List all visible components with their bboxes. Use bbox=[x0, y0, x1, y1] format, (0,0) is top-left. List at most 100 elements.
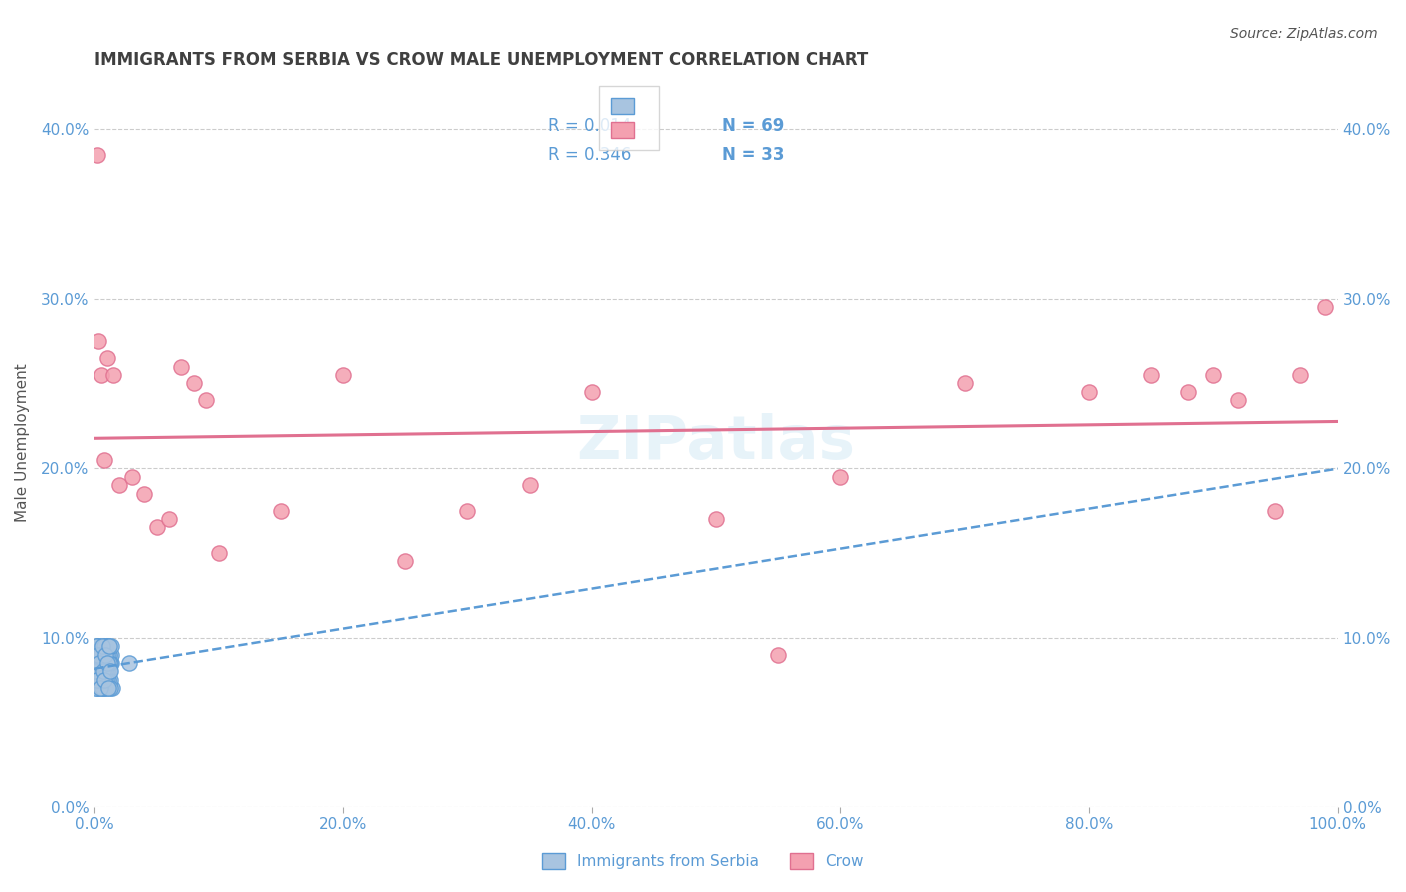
Text: Source: ZipAtlas.com: Source: ZipAtlas.com bbox=[1230, 27, 1378, 41]
Point bbox=[84, 665, 107, 679]
Point bbox=[87, 334, 110, 348]
Point bbox=[86, 673, 108, 687]
Point bbox=[86, 639, 108, 653]
Point bbox=[93, 673, 115, 687]
Point bbox=[90, 648, 112, 662]
Point bbox=[1264, 503, 1286, 517]
Point bbox=[87, 639, 110, 653]
Point bbox=[89, 665, 111, 679]
Point bbox=[704, 512, 727, 526]
Point bbox=[91, 681, 114, 696]
Point bbox=[98, 639, 121, 653]
Point bbox=[108, 478, 131, 492]
Point bbox=[157, 512, 180, 526]
Point bbox=[83, 681, 105, 696]
Point bbox=[87, 665, 110, 679]
Point bbox=[456, 503, 478, 517]
Point bbox=[89, 656, 111, 670]
Point bbox=[519, 478, 541, 492]
Point bbox=[953, 376, 976, 391]
Point bbox=[1289, 368, 1312, 382]
Point bbox=[1078, 384, 1101, 399]
Point bbox=[90, 656, 112, 670]
Point bbox=[97, 673, 120, 687]
Point bbox=[86, 665, 108, 679]
Point bbox=[121, 469, 143, 483]
Point bbox=[96, 648, 118, 662]
Point bbox=[91, 681, 114, 696]
Point bbox=[90, 656, 112, 670]
Point bbox=[1202, 368, 1225, 382]
Point bbox=[93, 452, 115, 467]
Point bbox=[93, 648, 115, 662]
Point bbox=[170, 359, 193, 374]
Point bbox=[97, 681, 120, 696]
Point bbox=[97, 665, 120, 679]
Point bbox=[581, 384, 603, 399]
Text: IMMIGRANTS FROM SERBIA VS CROW MALE UNEMPLOYMENT CORRELATION CHART: IMMIGRANTS FROM SERBIA VS CROW MALE UNEM… bbox=[94, 51, 869, 69]
Point bbox=[86, 681, 108, 696]
Point bbox=[394, 554, 416, 568]
Point bbox=[332, 368, 354, 382]
Point bbox=[93, 639, 115, 653]
Point bbox=[87, 673, 110, 687]
Point bbox=[98, 648, 121, 662]
Point bbox=[97, 673, 120, 687]
Legend: , : , bbox=[599, 87, 659, 150]
Point bbox=[98, 648, 121, 662]
Text: N = 69: N = 69 bbox=[723, 117, 785, 135]
Point bbox=[89, 673, 111, 687]
Point bbox=[96, 639, 118, 653]
Point bbox=[100, 639, 122, 653]
Point bbox=[91, 656, 114, 670]
Point bbox=[90, 648, 112, 662]
Point bbox=[96, 351, 118, 365]
Point bbox=[766, 648, 789, 662]
Point bbox=[830, 469, 852, 483]
Point bbox=[89, 681, 111, 696]
Point bbox=[94, 673, 117, 687]
Text: R = 0.014: R = 0.014 bbox=[548, 117, 631, 135]
Point bbox=[93, 681, 115, 696]
Point bbox=[94, 648, 117, 662]
Point bbox=[1315, 300, 1337, 314]
Text: R = 0.346: R = 0.346 bbox=[548, 146, 631, 164]
Point bbox=[118, 656, 141, 670]
Point bbox=[1227, 393, 1250, 408]
Point bbox=[208, 546, 231, 560]
Point bbox=[270, 503, 292, 517]
Point bbox=[145, 520, 167, 534]
Point bbox=[101, 368, 124, 382]
Point bbox=[100, 648, 122, 662]
Point bbox=[91, 665, 114, 679]
Point bbox=[100, 656, 122, 670]
Point bbox=[101, 681, 124, 696]
Point bbox=[87, 648, 110, 662]
Point bbox=[84, 639, 107, 653]
Point bbox=[87, 639, 110, 653]
Point bbox=[98, 681, 121, 696]
Point bbox=[86, 681, 108, 696]
Point bbox=[1140, 368, 1163, 382]
Point bbox=[195, 393, 218, 408]
Point bbox=[90, 639, 112, 653]
Point bbox=[89, 648, 111, 662]
Point bbox=[87, 656, 110, 670]
Text: N = 33: N = 33 bbox=[723, 146, 785, 164]
Point bbox=[100, 656, 122, 670]
Point bbox=[84, 673, 107, 687]
Point bbox=[96, 665, 118, 679]
Point bbox=[86, 148, 108, 162]
Point bbox=[93, 656, 115, 670]
Point bbox=[96, 681, 118, 696]
Point bbox=[94, 665, 117, 679]
Point bbox=[96, 665, 118, 679]
Point bbox=[86, 665, 108, 679]
Point bbox=[96, 656, 118, 670]
Point bbox=[90, 665, 112, 679]
Y-axis label: Male Unemployment: Male Unemployment bbox=[15, 363, 30, 522]
Point bbox=[183, 376, 205, 391]
Point bbox=[94, 656, 117, 670]
Point bbox=[1177, 384, 1199, 399]
Point bbox=[84, 648, 107, 662]
